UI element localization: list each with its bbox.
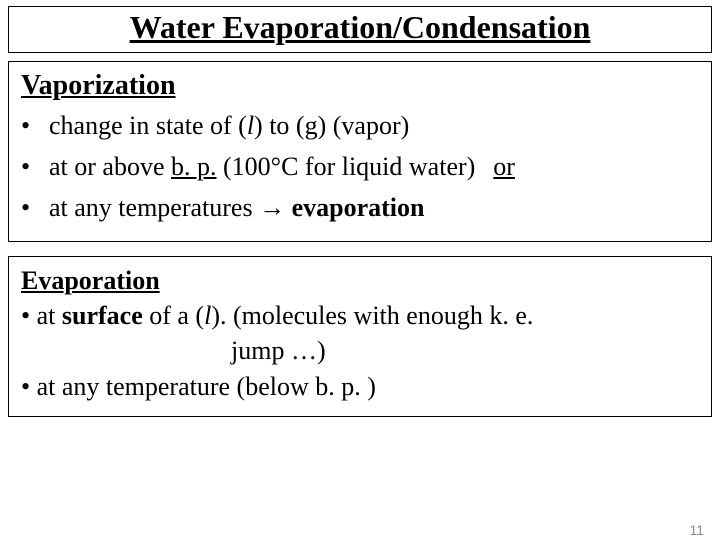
evaporation-box: Evaporation • at surface of a (l). (mole… xyxy=(8,256,712,416)
evaporation-bold: evaporation xyxy=(292,193,425,222)
text-fragment: (100°C for liquid water) xyxy=(217,152,476,181)
evap-line-1: • at surface of a (l). (molecules with e… xyxy=(21,298,701,333)
text-fragment: change in state of ( xyxy=(49,111,247,140)
slide: Water Evaporation/Condensation Vaporizat… xyxy=(0,6,720,546)
bullet-text: at any temperatures → evaporation xyxy=(49,190,701,225)
text-fragment: ). (molecules with enough k. e. xyxy=(211,301,533,330)
bullet-item: • at any temperatures → evaporation xyxy=(21,190,701,225)
evaporation-heading-line: Evaporation xyxy=(21,263,701,298)
text-fragment: of a ( xyxy=(143,301,204,330)
bullet-text: change in state of (l) to (g) (vapor) xyxy=(49,108,701,143)
bullet-marker: • xyxy=(21,149,49,184)
bullet-item: • at or above b. p. (100°C for liquid wa… xyxy=(21,149,701,184)
bullet-marker: • xyxy=(21,108,49,143)
bullet-text: at or above b. p. (100°C for liquid wate… xyxy=(49,149,701,184)
evap-line-3: • at any temperature (below b. p. ) xyxy=(21,369,701,404)
title-box: Water Evaporation/Condensation xyxy=(8,6,712,53)
italic-l: l xyxy=(247,111,254,140)
surface-bold: surface xyxy=(62,301,143,330)
text-fragment: at any temperatures → xyxy=(49,193,292,222)
slide-title: Water Evaporation/Condensation xyxy=(130,9,591,45)
page-number: 11 xyxy=(689,522,704,538)
evap-line-2: jump …) xyxy=(21,333,701,368)
vaporization-box: Vaporization • change in state of (l) to… xyxy=(8,61,712,242)
bullet-marker: • xyxy=(21,190,49,225)
boiling-point-abbr: b. p. xyxy=(171,152,217,181)
vaporization-heading: Vaporization xyxy=(21,70,701,102)
evaporation-heading: Evaporation xyxy=(21,266,160,295)
text-fragment: • at xyxy=(21,301,62,330)
text-fragment: ) to (g) (vapor) xyxy=(254,111,409,140)
or-word: or xyxy=(493,152,515,181)
text-fragment: at or above xyxy=(49,152,171,181)
bullet-item: • change in state of (l) to (g) (vapor) xyxy=(21,108,701,143)
